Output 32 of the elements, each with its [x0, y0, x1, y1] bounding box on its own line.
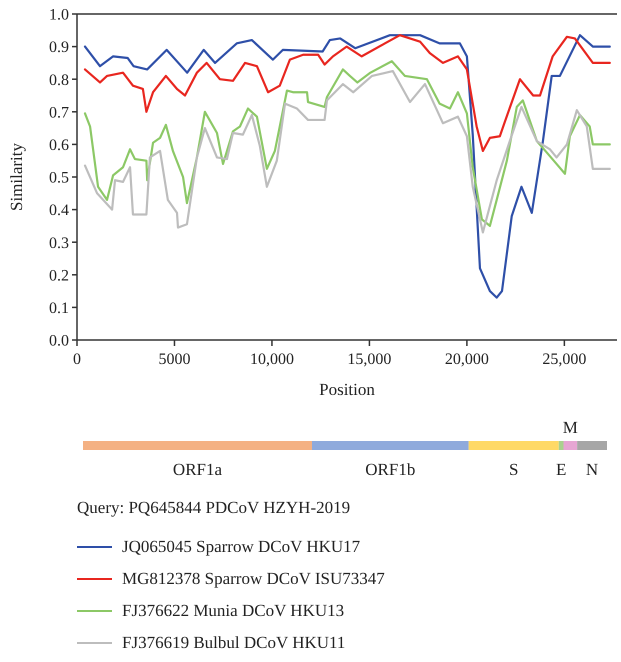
y-tick-label: 0.2	[49, 267, 69, 284]
x-tick-label: 5000	[158, 351, 190, 368]
line-series	[84, 34, 611, 152]
text: ORF1a	[172, 460, 222, 479]
x-tick-label: 0	[73, 351, 81, 368]
text: ORF1b	[365, 460, 416, 479]
y-tick-label: 0.1	[49, 300, 69, 317]
y-tick-label: 0.3	[49, 234, 69, 252]
y-tick-label: 0.6	[49, 137, 69, 154]
x-tick-label: 15,000	[347, 351, 392, 368]
y-tick-label: 0.4	[49, 202, 69, 220]
text: M	[562, 418, 578, 437]
x-tick-label: 25,000	[542, 351, 586, 368]
y-tick-label: 0.0	[49, 332, 69, 350]
line-series	[84, 34, 611, 299]
x-tick-label: 10,000	[250, 351, 294, 368]
legend-label: JQ065045 Sparrow DCoV HKU17	[122, 537, 361, 556]
y-tick-label: 1.0	[49, 6, 69, 24]
text: S	[508, 460, 518, 479]
x-tick-label: 20,000	[444, 351, 489, 368]
text: N	[586, 460, 598, 479]
y-axis-title: Similarity	[7, 142, 26, 211]
legend-label: MG812378 Sparrow DCoV ISU73347	[122, 569, 386, 588]
legend-label: FJ376622 Munia DCoV HKU13	[122, 601, 344, 620]
y-tick-label: 0.8	[49, 72, 69, 89]
legend-label: FJ376619 Bulbul DCoV HKU11	[122, 633, 346, 652]
text: Query: PQ645844 PDCoV HZYH-2019	[77, 498, 350, 517]
y-tick-label: 0.7	[49, 104, 69, 122]
x-axis-title: Position	[319, 380, 376, 399]
text: E	[556, 460, 566, 479]
y-tick-label: 0.5	[49, 170, 69, 187]
y-tick-label: 0.9	[49, 39, 69, 56]
